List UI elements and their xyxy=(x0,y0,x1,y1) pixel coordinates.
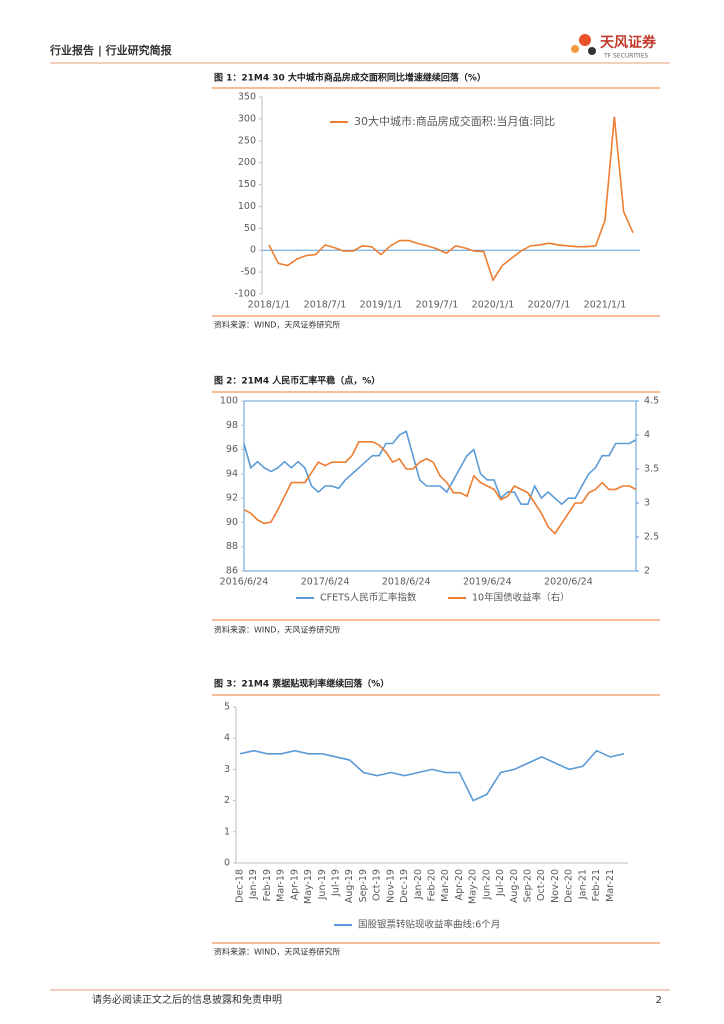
y-tick-label: -100 xyxy=(234,289,256,300)
y-tick-label: 150 xyxy=(238,179,256,190)
figure-source: 资料来源：WIND，天风证券研究所 xyxy=(214,320,340,330)
x-tick-label: 2019/6/24 xyxy=(463,577,512,588)
x-tick-label: Nov-20 xyxy=(550,869,561,903)
y-tick-label: 94 xyxy=(226,468,238,479)
y-tick-label: 92 xyxy=(226,493,238,504)
x-tick-label: 2017/6/24 xyxy=(301,577,350,588)
legend-label: 国股银票转贴现收益率曲线:6个月 xyxy=(358,919,500,931)
x-tick-label: Oct-20 xyxy=(536,869,547,901)
y-tick-label: -50 xyxy=(240,267,256,278)
y-tick-label: 250 xyxy=(238,135,256,146)
y-tick-label: 100 xyxy=(220,396,238,407)
y-tick-label: 90 xyxy=(226,517,238,528)
page-number: 2 xyxy=(656,995,662,1006)
x-tick-label: Sep-19 xyxy=(358,869,369,902)
x-tick-label: Feb-21 xyxy=(591,869,602,901)
y-tick-label: 5 xyxy=(224,702,230,713)
x-tick-label: 2018/1/1 xyxy=(248,300,291,311)
x-tick-label: 2018/7/1 xyxy=(304,300,347,311)
x-tick-label: 2016/6/24 xyxy=(220,577,269,588)
y-tick-label: 100 xyxy=(238,201,256,212)
footer-disclaimer: 请务必阅读正文之后的信息披露和免责申明 xyxy=(92,993,282,1006)
y2-tick-label: 4 xyxy=(644,430,650,441)
x-tick-label: Aug-19 xyxy=(344,869,355,903)
x-tick-label: Oct-19 xyxy=(372,869,383,901)
y-tick-label: 88 xyxy=(226,541,238,552)
y-tick-label: 1 xyxy=(224,826,230,837)
x-tick-label: Apr-19 xyxy=(289,869,300,900)
legend-label: 30大中城市:商品房成交面积:当月值:同比 xyxy=(354,114,555,128)
x-tick-label: Aug-20 xyxy=(509,869,520,903)
y2-tick-label: 2 xyxy=(644,566,650,577)
figure-source: 资料来源：WIND，天风证券研究所 xyxy=(214,625,340,635)
y-tick-label: 0 xyxy=(250,245,256,256)
y-tick-label: 200 xyxy=(238,157,256,168)
x-tick-label: 2021/1/1 xyxy=(584,300,627,311)
x-tick-label: Nov-19 xyxy=(385,869,396,903)
x-tick-label: 2019/7/1 xyxy=(416,300,459,311)
x-tick-label: May-20 xyxy=(468,869,479,904)
x-tick-label: Jul-19 xyxy=(331,869,342,897)
x-tick-label: 2018/6/24 xyxy=(382,577,431,588)
y-tick-label: 86 xyxy=(226,566,238,577)
figure-caption: 图 2：21M4 人民币汇率平稳（点，%） xyxy=(214,375,380,387)
x-tick-label: 2020/7/1 xyxy=(528,300,571,311)
series-line xyxy=(243,430,637,506)
x-tick-label: Apr-20 xyxy=(454,869,465,900)
x-tick-label: Feb-19 xyxy=(262,869,273,901)
legend-label: CFETS人民币汇率指数 xyxy=(320,592,417,604)
figure-caption: 图 1：21M4 30 大中城市商品房成交面积同比增速继续回落（%） xyxy=(214,72,486,84)
y-tick-label: 0 xyxy=(224,858,230,869)
y-tick-label: 98 xyxy=(226,420,238,431)
x-tick-label: Jul-20 xyxy=(495,869,506,897)
y-tick-label: 3 xyxy=(224,764,230,775)
series-line xyxy=(239,749,625,802)
y-tick-label: 2 xyxy=(224,795,230,806)
x-tick-label: Dec-20 xyxy=(564,869,575,903)
y-tick-label: 50 xyxy=(244,223,256,234)
logo-icon xyxy=(571,45,579,53)
x-tick-label: Mar-20 xyxy=(440,869,451,902)
x-tick-label: Jun-20 xyxy=(481,869,492,900)
x-tick-label: 2020/1/1 xyxy=(472,300,515,311)
y-tick-label: 96 xyxy=(226,444,238,455)
figure-caption: 图 3：21M4 票据贴现利率继续回落（%） xyxy=(214,678,389,690)
x-tick-label: May-19 xyxy=(303,869,314,904)
header-section: 行业报告 | 行业研究简报 xyxy=(49,43,173,57)
x-tick-label: Dec-19 xyxy=(399,869,410,903)
logo-en: TF SECURITIES xyxy=(603,53,648,60)
y-tick-label: 350 xyxy=(238,92,256,103)
series-line xyxy=(243,440,637,535)
figure-source: 资料来源：WIND，天风证券研究所 xyxy=(214,947,340,957)
y2-tick-label: 3 xyxy=(644,498,650,509)
x-tick-label: 2020/6/24 xyxy=(544,577,593,588)
y2-tick-label: 4.5 xyxy=(644,396,659,407)
y2-tick-label: 3.5 xyxy=(644,464,659,475)
logo-icon xyxy=(588,47,596,55)
y-tick-label: 4 xyxy=(224,733,230,744)
y2-tick-label: 2.5 xyxy=(644,532,659,543)
x-tick-label: Mar-19 xyxy=(276,869,287,902)
x-tick-label: Mar-21 xyxy=(605,869,616,902)
logo-text: 天风证券 xyxy=(600,34,657,51)
x-tick-label: Jun-19 xyxy=(317,869,328,900)
x-tick-label: Jan-21 xyxy=(577,869,588,900)
y-tick-label: 300 xyxy=(238,113,256,124)
x-tick-label: Sep-20 xyxy=(523,869,534,902)
series-line xyxy=(268,116,634,282)
x-tick-label: Feb-20 xyxy=(427,869,438,901)
legend-label: 10年国债收益率（右） xyxy=(472,592,570,604)
x-tick-label: Jan-20 xyxy=(413,869,424,900)
x-tick-label: Jan-19 xyxy=(248,869,259,900)
logo-icon xyxy=(579,34,591,46)
x-tick-label: 2019/1/1 xyxy=(360,300,403,311)
x-tick-label: Dec-18 xyxy=(235,869,246,903)
